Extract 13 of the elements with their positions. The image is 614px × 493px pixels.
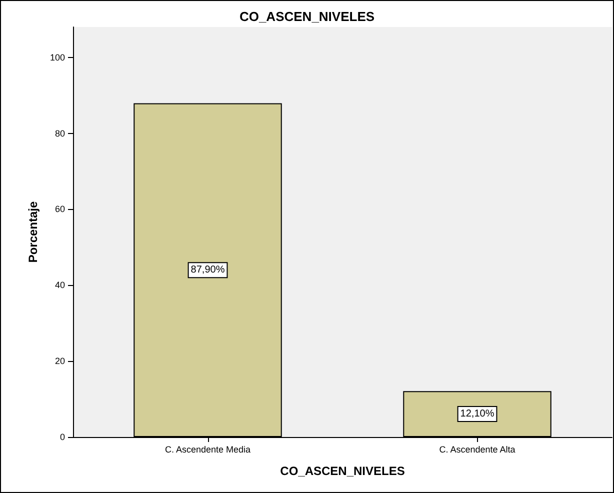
data-label: 12,10% (460, 408, 494, 420)
data-label: 87,90% (190, 264, 225, 276)
chart-title: CO_ASCEN_NIVELES (239, 9, 375, 24)
y-tick-label: 100 (50, 52, 65, 62)
x-tick-label: C. Ascendente Media (164, 444, 251, 454)
x-tick-label: C. Ascendente Alta (439, 444, 516, 454)
y-tick-label: 60 (54, 204, 65, 214)
y-tick-label: 0 (60, 432, 65, 442)
y-tick-label: 80 (54, 128, 65, 138)
y-axis-title: Porcentaje (26, 200, 40, 263)
y-tick-label: 20 (54, 356, 65, 366)
y-tick-label: 40 (54, 280, 65, 290)
x-axis-title: CO_ASCEN_NIVELES (280, 464, 405, 478)
